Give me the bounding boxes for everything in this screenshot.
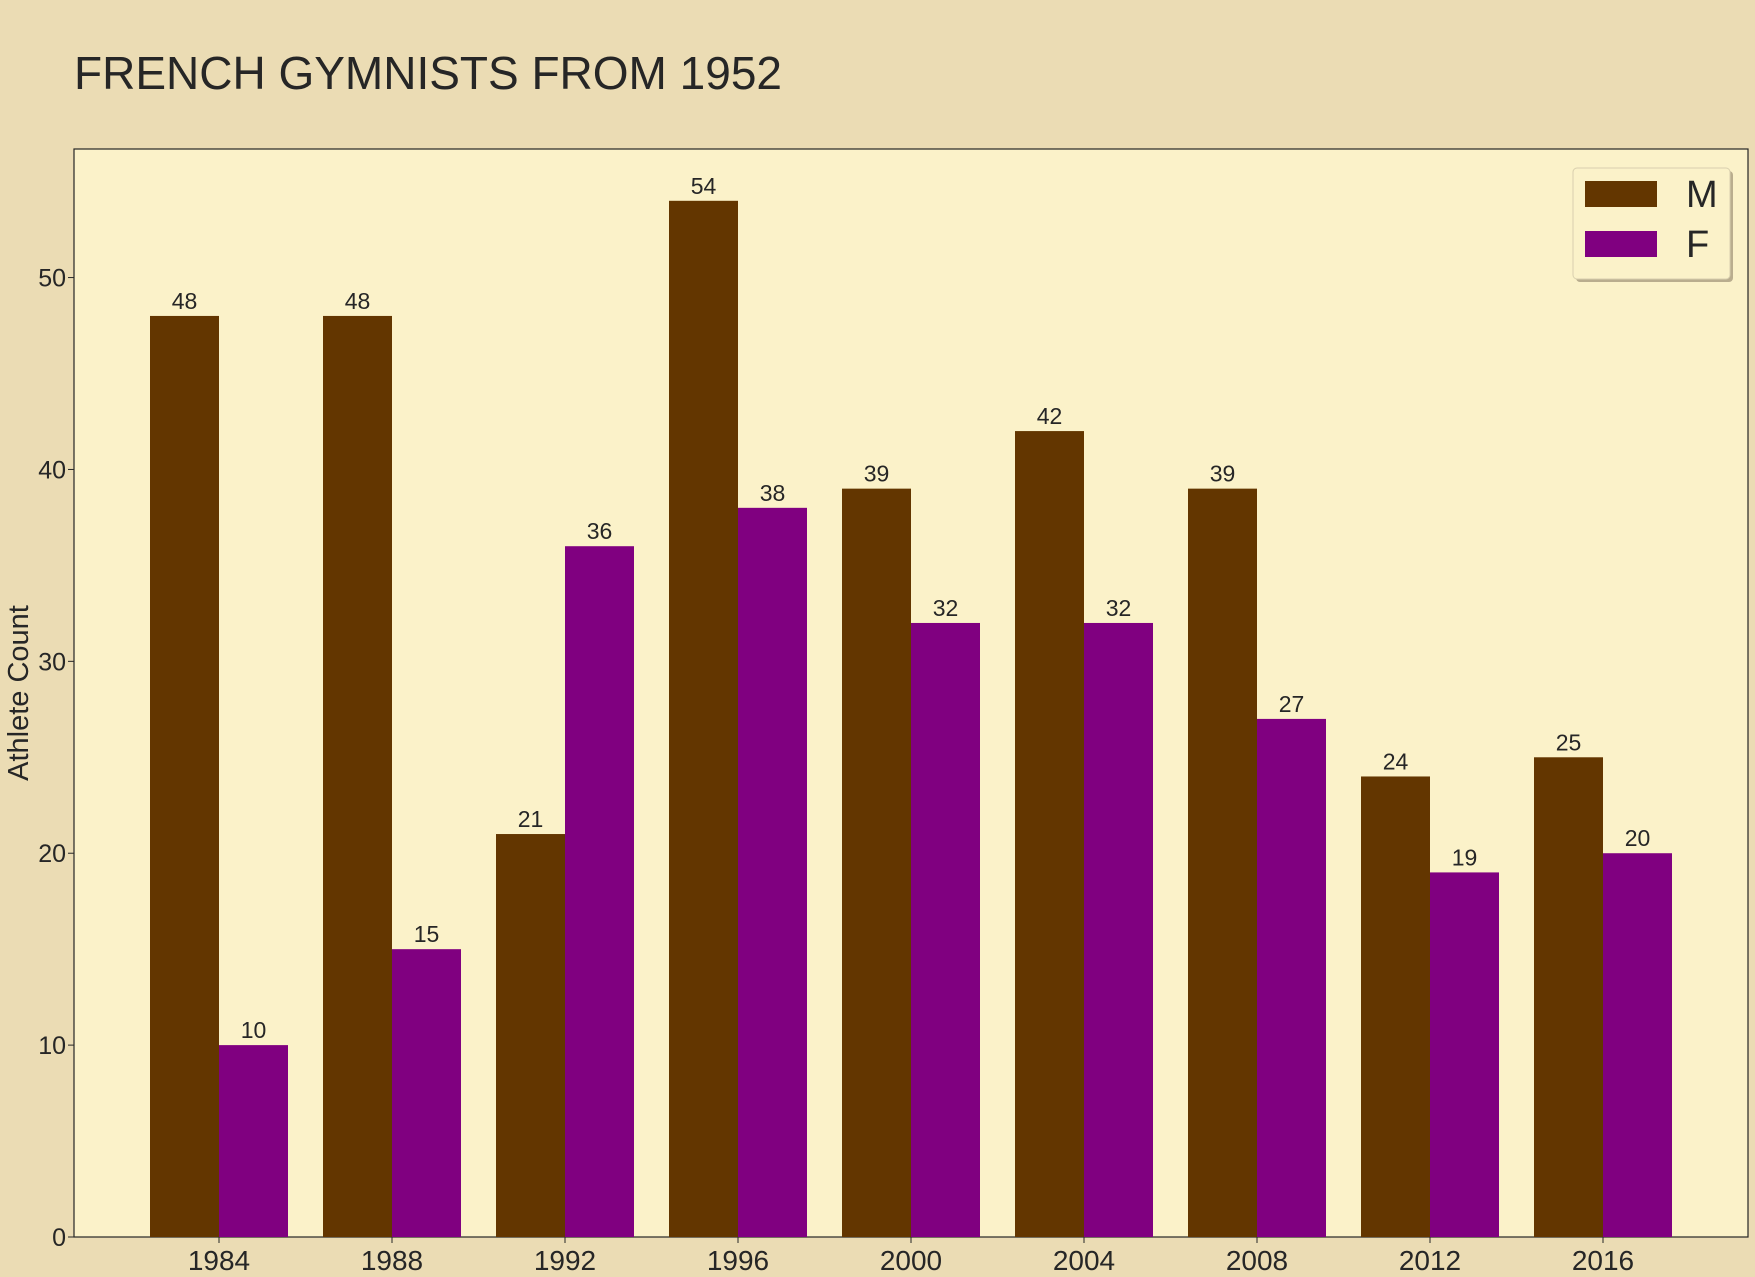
bar-M-2004 (1015, 431, 1084, 1237)
x-tick-label-2004: 2004 (1053, 1245, 1115, 1276)
value-label-F-2000: 32 (933, 595, 959, 621)
value-label-F-2016: 20 (1625, 825, 1651, 851)
x-tick-label-1996: 1996 (707, 1245, 769, 1276)
bar-M-2000 (842, 488, 911, 1237)
value-label-M-1984: 48 (172, 288, 198, 314)
legend-label-F: F (1686, 224, 1709, 266)
bar-F-2004 (1084, 622, 1153, 1237)
value-label-F-1992: 36 (587, 518, 613, 544)
value-label-F-1984: 10 (241, 1017, 267, 1043)
x-tick-label-1984: 1984 (188, 1245, 250, 1276)
y-tick-label-50: 50 (38, 265, 66, 293)
y-tick-label-30: 30 (38, 648, 66, 676)
value-labels-layer: 48 48 21 54 39 42 39 24 25 10 15 36 38 32 32 27 19 20 (172, 173, 1651, 1043)
y-axis: 0 10 20 30 40 50 (38, 265, 74, 1252)
x-tick-label-2016: 2016 (1572, 1245, 1634, 1276)
bar-M-1988 (323, 315, 392, 1238)
bar-M-2008 (1188, 488, 1257, 1237)
y-axis-label: Athlete Count (3, 605, 35, 781)
y-tick-label-20: 20 (38, 840, 66, 868)
bar-F-1992 (565, 546, 634, 1237)
bars-layer (150, 200, 1672, 1238)
bar-M-1992 (496, 834, 565, 1237)
value-label-F-1988: 15 (414, 921, 440, 947)
y-tick-label-0: 0 (52, 1224, 66, 1252)
chart-title: FRENCH GYMNISTS FROM 1952 (74, 47, 782, 99)
y-tick-label-10: 10 (38, 1032, 66, 1060)
bar-F-2008 (1257, 718, 1326, 1237)
x-tick-label-1988: 1988 (361, 1245, 423, 1276)
value-label-M-2008: 39 (1210, 461, 1236, 487)
legend-swatch-M (1585, 181, 1657, 207)
value-label-M-1992: 21 (518, 806, 544, 832)
bar-M-1984 (150, 315, 219, 1238)
bar-F-2012 (1430, 872, 1499, 1237)
x-tick-label-2000: 2000 (880, 1245, 942, 1276)
value-label-F-2008: 27 (1279, 691, 1305, 717)
bar-F-1996 (738, 507, 807, 1237)
value-label-F-2012: 19 (1452, 844, 1478, 870)
y-tick-label-40: 40 (38, 456, 66, 484)
legend: MF (1572, 167, 1733, 282)
bar-M-1996 (669, 200, 738, 1237)
value-label-M-1996: 54 (691, 173, 717, 199)
legend-swatch-F (1585, 231, 1657, 257)
bar-M-2012 (1361, 776, 1430, 1237)
value-label-M-2012: 24 (1383, 748, 1409, 774)
value-label-F-2004: 32 (1106, 595, 1132, 621)
bar-F-1988 (392, 949, 461, 1237)
value-label-M-2000: 39 (864, 461, 890, 487)
bar-F-2016 (1603, 853, 1672, 1237)
x-tick-label-2008: 2008 (1226, 1245, 1288, 1276)
bar-F-1984 (219, 1045, 288, 1237)
value-label-M-2016: 25 (1556, 729, 1582, 755)
value-label-M-2004: 42 (1037, 403, 1063, 429)
bar-M-2016 (1534, 757, 1603, 1237)
x-axis: 1984 1988 1992 1996 2000 2004 2008 2012 2016 (188, 1237, 1634, 1276)
value-label-M-1988: 48 (345, 288, 371, 314)
x-tick-label-2012: 2012 (1399, 1245, 1461, 1276)
bar-F-2000 (911, 622, 980, 1237)
legend-label-M: M (1686, 174, 1718, 216)
value-label-F-1996: 38 (760, 480, 786, 506)
x-tick-label-1992: 1992 (534, 1245, 596, 1276)
